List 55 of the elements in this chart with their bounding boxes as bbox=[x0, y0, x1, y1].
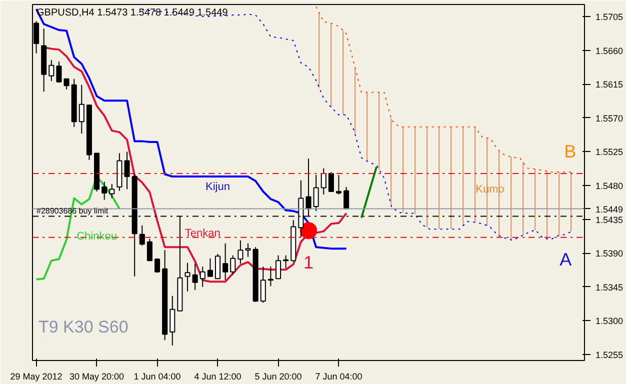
annotation: Kijun bbox=[206, 181, 230, 194]
ref-line-label: 1.5449 bbox=[596, 204, 624, 214]
x-tick-label: 5 Jun 20:00 bbox=[254, 372, 302, 382]
y-tick-label: 1.5525 bbox=[596, 147, 624, 158]
y-tick-label: 1.5390 bbox=[596, 248, 624, 259]
candlestick bbox=[320, 168, 326, 196]
candlestick bbox=[102, 181, 108, 200]
x-tick-label: 7 Jun 04:00 bbox=[315, 372, 362, 382]
candlestick bbox=[260, 266, 266, 304]
candlestick bbox=[275, 254, 282, 280]
candlestick bbox=[170, 295, 176, 346]
annotation: A bbox=[560, 249, 572, 270]
candlestick bbox=[245, 242, 251, 258]
y-tick-label: 1.5480 bbox=[596, 181, 624, 192]
annotation: Tenkan bbox=[184, 228, 220, 240]
x-tick-label: 1 Jun 04:00 bbox=[134, 372, 181, 382]
x-tick-label: 4 Jun 12:00 bbox=[194, 372, 242, 382]
candlestick bbox=[222, 242, 228, 281]
y-tick-label: 1.5255 bbox=[596, 350, 624, 360]
y-tick-label: 1.5345 bbox=[596, 282, 624, 292]
y-tick-label: 1.5570 bbox=[596, 113, 624, 124]
annotation: 1 bbox=[303, 252, 314, 273]
candlestick bbox=[268, 266, 274, 287]
candlestick bbox=[192, 263, 198, 290]
candlestick bbox=[78, 84, 84, 134]
candlestick bbox=[283, 254, 289, 269]
y-tick-label: 1.5705 bbox=[596, 12, 624, 22]
candlestick bbox=[230, 254, 236, 276]
candlestick bbox=[328, 171, 334, 192]
candlestick bbox=[64, 78, 70, 90]
line-series bbox=[316, 6, 574, 172]
candlestick bbox=[313, 174, 319, 212]
annotation: Chinkou bbox=[76, 230, 117, 243]
line-series bbox=[35, 8, 348, 250]
candlestick bbox=[344, 186, 350, 210]
candlestick bbox=[207, 258, 213, 277]
y-tick-label: 1.5435 bbox=[596, 214, 624, 225]
candlestick bbox=[139, 224, 145, 246]
y-tick-label: 1.5660 bbox=[596, 46, 624, 56]
candlestick bbox=[109, 184, 115, 199]
candlestick bbox=[214, 253, 221, 280]
candlestick bbox=[200, 266, 206, 288]
candlestick bbox=[56, 61, 62, 84]
y-tick-label: 1.5300 bbox=[596, 316, 624, 326]
candlestick bbox=[238, 240, 244, 264]
candlestick bbox=[48, 60, 54, 82]
candlestick bbox=[336, 174, 342, 196]
x-tick-label: 30 May 20:00 bbox=[70, 372, 124, 382]
annotation: B bbox=[564, 141, 576, 162]
candlestick bbox=[146, 238, 152, 262]
y-tick-label: 1.5615 bbox=[596, 80, 624, 90]
annotation: T9 K30 S60 bbox=[38, 318, 128, 336]
x-tick-label: 29 May 2012 bbox=[10, 372, 62, 382]
candlestick bbox=[184, 262, 190, 292]
candlestick bbox=[124, 151, 130, 190]
